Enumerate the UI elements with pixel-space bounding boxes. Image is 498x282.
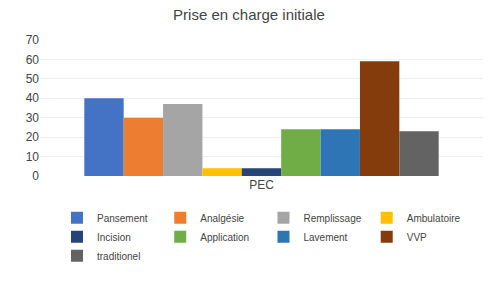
svg-text:50: 50: [26, 72, 40, 86]
svg-text:Application: Application: [200, 232, 249, 243]
svg-text:Pansement: Pansement: [97, 213, 148, 224]
svg-text:Analgésie: Analgésie: [200, 213, 244, 224]
svg-text:20: 20: [26, 130, 40, 144]
svg-text:40: 40: [26, 91, 40, 105]
svg-text:10: 10: [26, 150, 40, 164]
svg-text:Ambulatoire: Ambulatoire: [407, 213, 461, 224]
svg-text:60: 60: [26, 53, 40, 67]
svg-text:VVP: VVP: [407, 232, 427, 243]
svg-text:0: 0: [32, 169, 39, 183]
svg-text:traditionel: traditionel: [97, 251, 140, 262]
svg-text:Prise en charge initiale: Prise en charge initiale: [173, 6, 325, 23]
svg-text:Lavement: Lavement: [303, 232, 347, 243]
svg-text:30: 30: [26, 111, 40, 125]
svg-text:Incision: Incision: [97, 232, 131, 243]
svg-text:PEC: PEC: [249, 178, 274, 192]
svg-text:Remplissage: Remplissage: [303, 213, 361, 224]
svg-text:70: 70: [26, 33, 40, 47]
